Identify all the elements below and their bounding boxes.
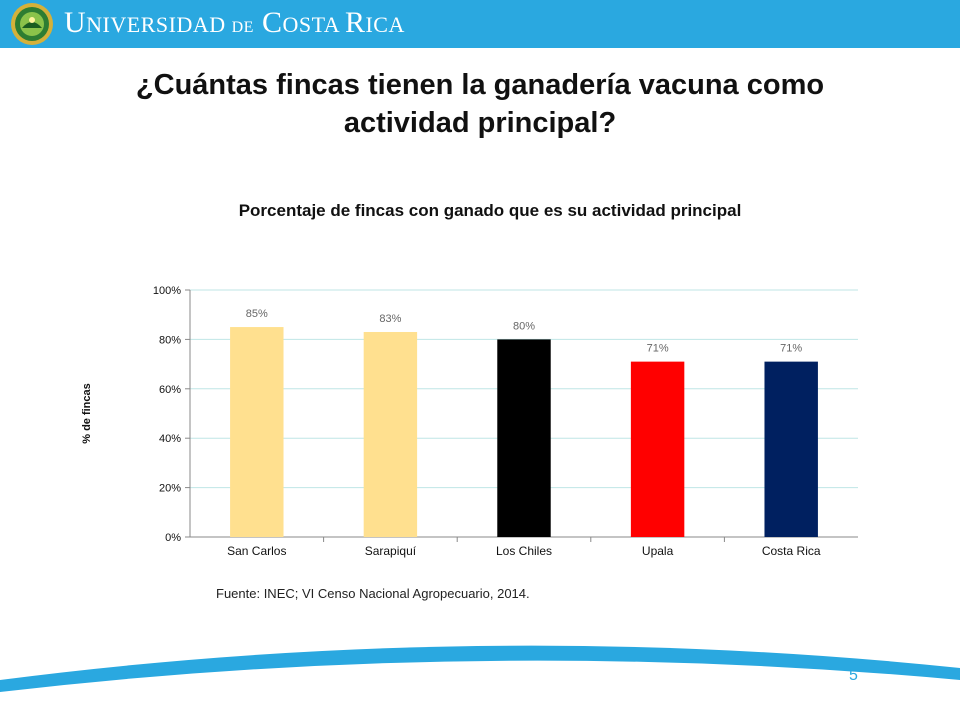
source-note: Fuente: INEC; VI Censo Nacional Agropecu…	[216, 586, 530, 601]
bar	[764, 361, 818, 537]
bar	[230, 327, 284, 537]
y-tick-label: 60%	[159, 384, 181, 396]
data-label: 71%	[780, 343, 802, 355]
slide-title: ¿Cuántas fincas tienen la ganadería vacu…	[135, 69, 825, 139]
data-label: 80%	[513, 320, 535, 332]
y-tick-label: 100%	[153, 285, 181, 297]
x-tick-label: Sarapiquí	[365, 544, 417, 558]
x-tick-label: San Carlos	[227, 544, 286, 558]
page-number: 5	[849, 667, 858, 684]
chart-title: Porcentaje de fincas con ganado que es s…	[238, 201, 742, 220]
x-tick-label: Upala	[642, 544, 674, 558]
header-bar: UNIVERSIDAD DE COSTA RICA	[0, 0, 960, 48]
y-tick-label: 40%	[159, 433, 181, 445]
university-name: UNIVERSIDAD DE COSTA RICA	[64, 6, 405, 39]
bottom-wave-decoration	[0, 645, 960, 720]
bar	[630, 361, 685, 537]
data-label: 85%	[246, 308, 268, 320]
y-tick-label: 20%	[159, 483, 181, 495]
y-axis-label: % de fincas	[81, 383, 93, 444]
bar	[497, 339, 551, 537]
x-tick-label: Costa Rica	[762, 544, 821, 558]
y-tick-label: 0%	[165, 532, 181, 544]
bar	[363, 331, 418, 537]
y-tick-label: 80%	[159, 334, 181, 346]
university-seal-icon	[11, 3, 53, 45]
bar-chart: 0% 20% 40% 60% 80% 100% 85% San Carlos 83% Sarapi…	[81, 285, 858, 558]
data-label: 83%	[379, 313, 401, 325]
x-tick-label: Los Chiles	[496, 544, 552, 558]
data-label: 71%	[647, 343, 669, 355]
